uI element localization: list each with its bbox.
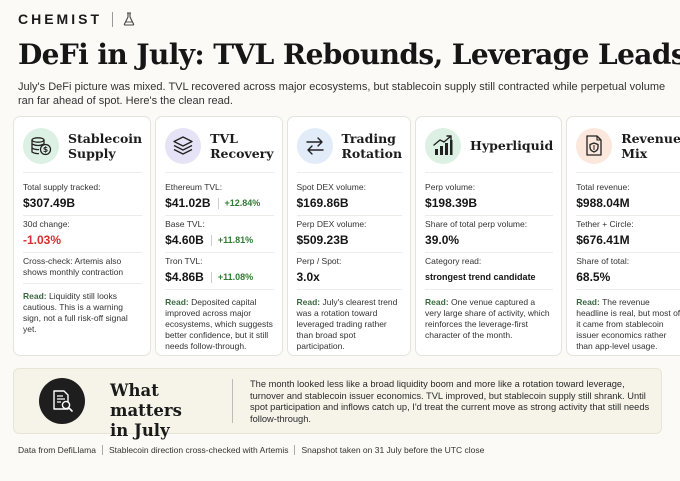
page-title: DeFi in July: TVL Rebounds, Leverage Lea… [18,38,680,71]
card-title: Revenue Mix [621,130,680,161]
stat-tron-tvl: Tron TVL: $4.86B +11.08% [165,253,274,290]
intro-text: July's DeFi picture was mixed. TVL recov… [18,81,666,107]
svg-text:$: $ [43,145,48,154]
read-note: Read: July's clearest trend was a rotati… [296,297,398,351]
document-search-icon [39,378,85,424]
card-header: $ Stablecoin Supply [23,125,143,173]
footer-snapshot-note: Snapshot taken on 31 July before the UTC… [301,445,485,455]
stat-perp-volume: Perp volume: $198.39B [425,179,554,216]
what-matters-title: What matters in July [110,381,182,440]
card-header: Revenue Mix [576,125,680,173]
what-matters-panel: What matters in July The month looked le… [13,368,662,440]
card-title: Trading Rotation [341,130,403,161]
flask-icon [123,12,135,26]
footer-sources: Data from DefiLlama Stablecoin direction… [18,445,484,455]
panel-divider [232,379,233,423]
read-note: Read: Deposited capital improved across … [165,297,273,351]
delta-badge: +11.81% [210,234,253,246]
swap-arrows-icon [296,127,333,164]
card-header: TVL Recovery [165,125,274,173]
footer-source-artemis: Stablecoin direction cross-checked with … [108,445,289,455]
card-title: Stablecoin Supply [68,130,143,161]
what-matters-text: The month looked less like a broad liqui… [250,379,650,424]
stat-cross-check: Cross-check: Artemis also shows monthly … [23,253,143,284]
stat-perp-dex-volume: Perp DEX volume: $509.23B [296,216,403,253]
card-hyperliquid: Hyperliquid Perp volume: $198.39B Share … [415,116,563,356]
stat-perp-share: Share of total perp volume: 39.0% [425,216,554,253]
brand-name: CHEMIST [18,11,102,27]
stat-spot-dex-volume: Spot DEX volume: $169.86B [296,179,403,216]
footer-source-defillama: Data from DefiLlama [18,445,96,455]
card-stablecoin-supply: $ Stablecoin Supply Total supply tracked… [13,116,152,356]
stat-30d-change: 30d change: -1.03% [23,216,143,253]
card-header: Trading Rotation [296,125,403,173]
stat-category-read: Category read: strongest trend candidate [425,253,554,290]
read-note: Read: Liquidity still looks cautious. Th… [23,291,128,334]
footer-divider [101,445,103,455]
stat-perp-spot-ratio: Perp / Spot: 3.0x [296,253,403,290]
footer-divider [294,445,296,455]
stat-total-revenue: Total revenue: $988.04M [576,179,680,216]
stat-base-tvl: Base TVL: $4.60B +11.81% [165,216,274,253]
delta-badge: +12.84% [217,197,260,209]
card-title: TVL Recovery [210,130,274,161]
receipt-shield-icon [576,127,613,164]
card-tvl-recovery: TVL Recovery Ethereum TVL: $41.02B +12.8… [155,116,283,356]
card-title: Hyperliquid [470,138,554,153]
card-trading-rotation: Trading Rotation Spot DEX volume: $169.8… [286,116,412,356]
metric-cards: $ Stablecoin Supply Total supply tracked… [13,116,680,356]
stat-total-supply: Total supply tracked: $307.49B [23,179,143,216]
stat-share-of-total: Share of total: 68.5% [576,253,680,290]
card-revenue-mix: Revenue Mix Total revenue: $988.04M Teth… [566,116,680,356]
brand-header: CHEMIST [18,11,135,27]
read-note: Read: The revenue headline is real, but … [576,297,680,351]
read-note: Read: One venue captured a very large sh… [425,297,550,340]
brand-divider [112,11,113,27]
layers-icon [165,127,202,164]
stat-tether-circle: Tether + Circle: $676.41M [576,216,680,253]
bar-chart-trend-icon [425,127,462,164]
card-header: Hyperliquid [425,125,554,173]
stat-ethereum-tvl: Ethereum TVL: $41.02B +12.84% [165,179,274,216]
delta-badge: +11.08% [210,271,253,283]
coins-dollar-icon: $ [23,127,59,164]
